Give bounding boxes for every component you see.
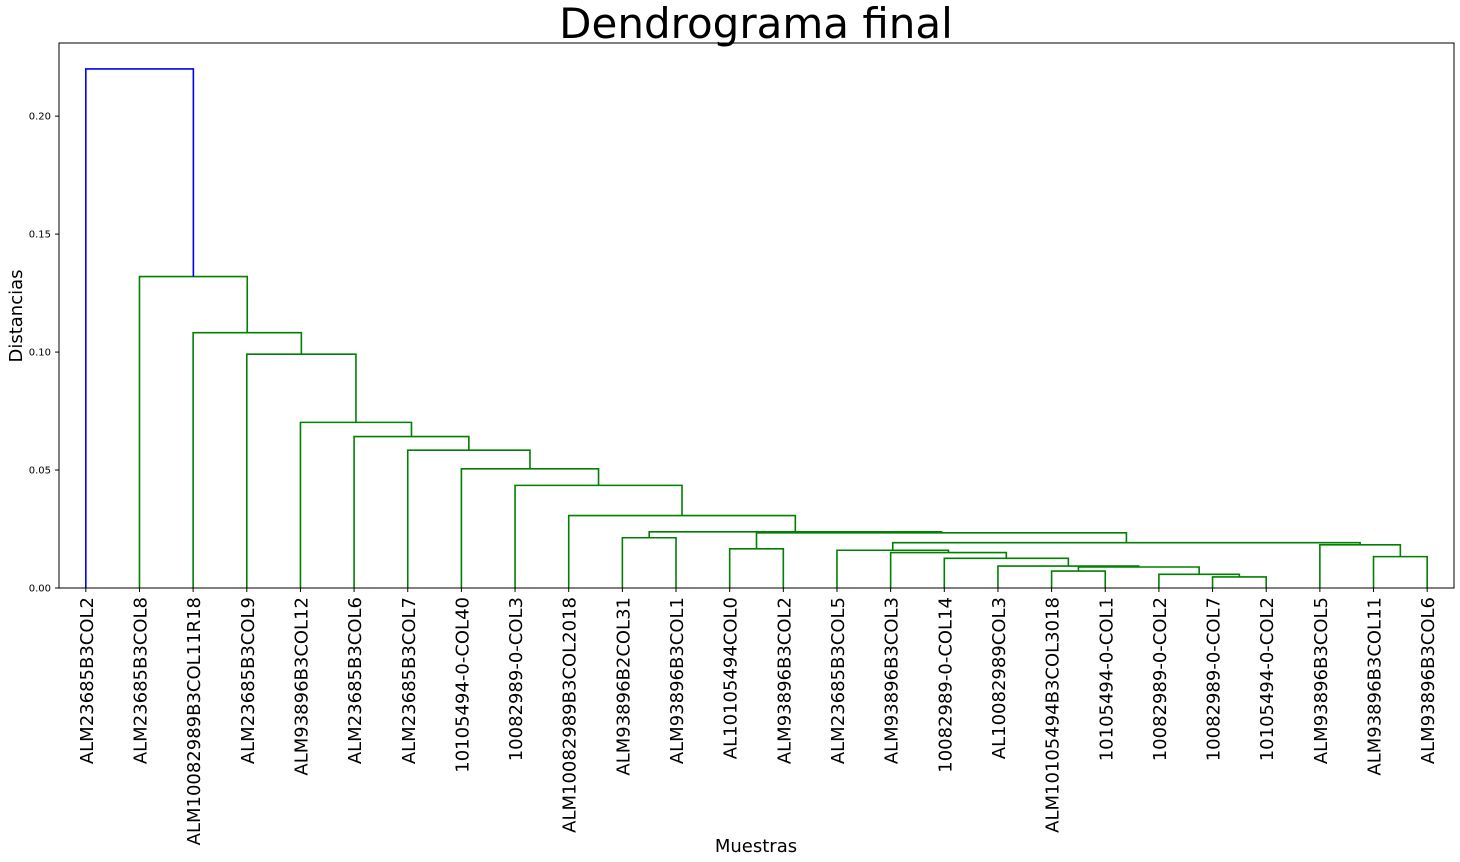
y-axis: 0.00 0.05 0.10 0.15 0.20 [29, 112, 59, 595]
x-tick-label: ALM23685B3COL8 [130, 597, 151, 764]
dendrogram-link-20 [299, 421, 413, 588]
x-tick-label: 10082989-0-COL3 [506, 597, 527, 761]
x-tick-label: ALM93896B3COL1 [667, 597, 688, 764]
dendrogram-link-15 [567, 514, 797, 588]
dendrogram-link-21 [245, 353, 357, 588]
x-tick-label: ALM10105494B3COL3018 [1043, 597, 1064, 833]
plot-area-frame [58, 42, 1455, 589]
x-tick-label: ALM10082989B3COL11R18 [184, 597, 205, 845]
x-tick-label: ALM23685B3COL7 [399, 597, 420, 764]
x-tick-label: 10082989-0-COL14 [935, 597, 956, 773]
y-axis-label: Distancias [6, 269, 27, 362]
x-tick-label: 10082989-0-COL2 [1150, 597, 1171, 761]
dendrogram-link-5 [943, 557, 1070, 588]
dendrogram-links [85, 68, 1428, 588]
y-tick-label: 0.00 [29, 584, 51, 595]
dendrogram-link-10 [1319, 544, 1402, 588]
x-tick-label: ALM93896B3COL11 [1365, 597, 1386, 776]
dendrogram-link-6 [1372, 555, 1428, 588]
dendrogram-link-0 [1211, 576, 1268, 588]
dendrogram-link-24 [85, 68, 195, 588]
x-tick-label: ALM23685B3COL5 [828, 597, 849, 764]
y-tick-label: 0.15 [29, 230, 51, 241]
x-axis: ALM23685B3COL2 ALM23685B3COL8 ALM10082989B… [77, 588, 1439, 845]
y-tick-label: 0.05 [29, 466, 51, 477]
x-tick-label: 10105494-0-COL1 [1096, 597, 1117, 761]
dendrogram-link-4 [997, 565, 1140, 588]
dendrogram-link-17 [460, 468, 600, 588]
dendrogram-link-8 [836, 549, 950, 588]
x-tick-label: AL10105494COL0 [721, 597, 742, 759]
dendrogram-link-11 [891, 541, 1361, 551]
x-tick-label: 10105494-0-COL2 [1257, 597, 1278, 761]
x-tick-label: ALM93896B3COL5 [1311, 597, 1332, 764]
x-tick-label: ALM23685B3COL2 [77, 597, 98, 764]
y-tick-label: 0.20 [29, 112, 51, 123]
dendrogram-link-2 [1050, 570, 1107, 588]
dendrogram-link-12 [621, 536, 677, 588]
chart-title: Dendrograma final [559, 0, 953, 48]
x-tick-label: ALM93896B3COL3 [882, 597, 903, 764]
dendrogram-link-18 [406, 449, 531, 588]
dendrogram-link-13 [755, 531, 1128, 549]
x-tick-label: ALM93896B3COL12 [291, 597, 312, 776]
x-axis-label: Muestras [715, 836, 797, 857]
x-tick-label: 10082989-0-COL7 [1204, 597, 1225, 761]
dendrogram-link-16 [514, 484, 683, 588]
x-tick-label: 10105494-0-COL40 [452, 597, 473, 773]
y-tick-label: 0.10 [29, 348, 51, 359]
dendrogram-link-14 [648, 531, 943, 538]
x-tick-label: ALM93896B2COL31 [613, 597, 634, 776]
x-tick-label: ALM93896B3COL2 [774, 597, 795, 764]
dendrogram-link-9 [728, 548, 785, 588]
x-tick-label: ALM23685B3COL6 [345, 597, 366, 764]
x-tick-label: ALM10082989B3COL2018 [560, 597, 581, 833]
dendrogram-link-22 [192, 331, 303, 588]
dendrogram-link-19 [353, 435, 470, 588]
x-tick-label: AL10082989COL3 [989, 597, 1010, 759]
x-tick-label: ALM23685B3COL9 [238, 597, 259, 764]
x-tick-label: ALM93896B3COL6 [1418, 597, 1439, 764]
